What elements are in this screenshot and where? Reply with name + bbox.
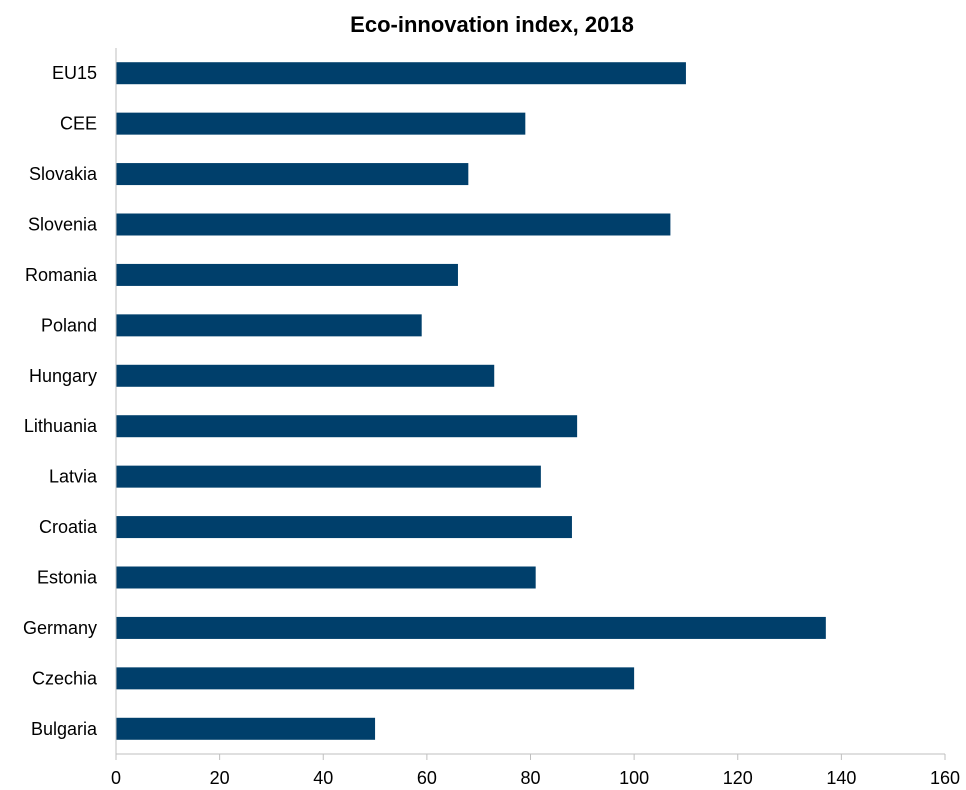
- bar-poland: [116, 314, 422, 337]
- x-tick-label: 40: [313, 768, 333, 788]
- bar-estonia: [116, 566, 536, 589]
- bar-czechia: [116, 667, 635, 690]
- bar-cee: [116, 112, 526, 135]
- bar-germany: [116, 616, 826, 639]
- category-label: CEE: [60, 114, 97, 134]
- x-tick-label: 60: [417, 768, 437, 788]
- x-axis-ticks: 0 20 40 60 80 100 120 140 160: [111, 754, 960, 788]
- bar-lithuania: [116, 415, 578, 438]
- category-label: Romania: [25, 265, 98, 285]
- x-tick-label: 100: [619, 768, 649, 788]
- category-label: Slovenia: [28, 215, 98, 235]
- x-tick-label: 120: [723, 768, 753, 788]
- category-label: Czechia: [32, 668, 98, 688]
- x-tick-label: 20: [210, 768, 230, 788]
- chart-title: Eco-innovation index, 2018: [350, 12, 634, 37]
- category-label: Germany: [23, 618, 97, 638]
- bar-slovakia: [116, 163, 469, 186]
- category-label: Bulgaria: [31, 719, 98, 739]
- x-tick-label: 160: [930, 768, 960, 788]
- category-label: Slovakia: [29, 164, 98, 184]
- bar-hungary: [116, 364, 495, 387]
- bar-croatia: [116, 516, 572, 539]
- bar-slovenia: [116, 213, 671, 236]
- bar-eu15: [116, 62, 686, 85]
- category-label: EU15: [52, 63, 97, 83]
- bars-group: [116, 62, 826, 740]
- category-labels: EU15 CEE Slovakia Slovenia Romania Poland Hung…: [23, 63, 98, 739]
- category-label: Poland: [41, 315, 97, 335]
- category-label: Estonia: [37, 568, 98, 588]
- bar-romania: [116, 263, 458, 286]
- category-label: Lithuania: [24, 416, 98, 436]
- category-label: Croatia: [39, 517, 98, 537]
- category-label: Latvia: [49, 467, 98, 487]
- x-tick-label: 0: [111, 768, 121, 788]
- category-label: Hungary: [29, 366, 97, 386]
- x-tick-label: 140: [826, 768, 856, 788]
- bar-latvia: [116, 465, 541, 488]
- bar-bulgaria: [116, 717, 376, 740]
- x-tick-label: 80: [520, 768, 540, 788]
